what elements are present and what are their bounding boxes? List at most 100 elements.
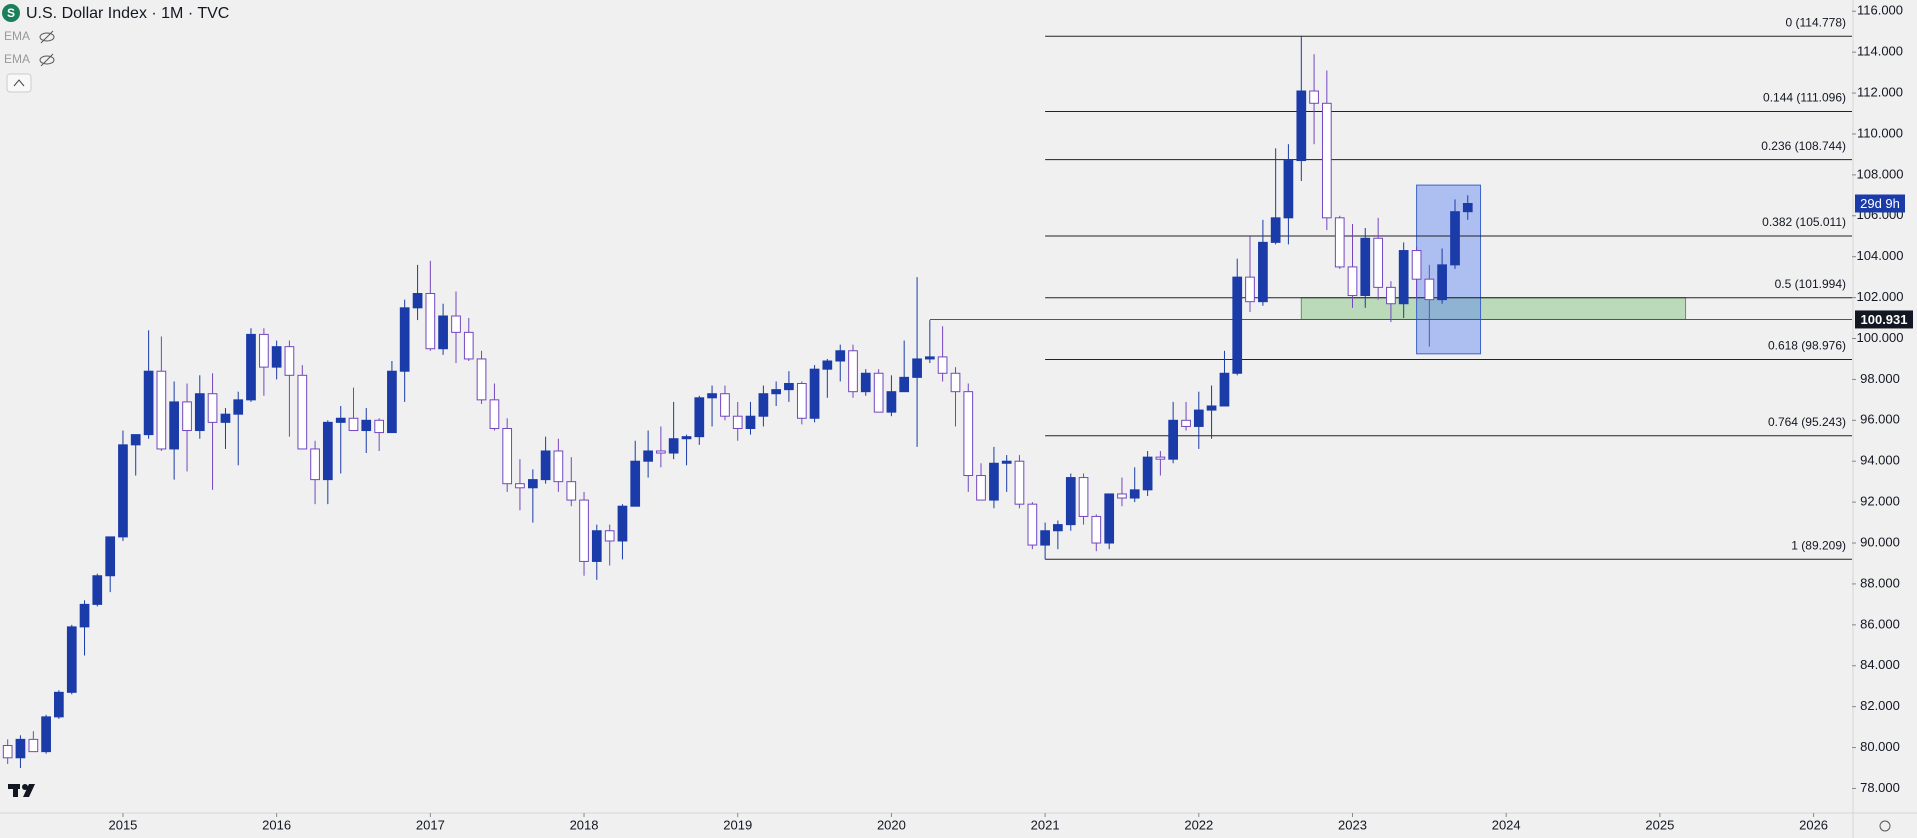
candle-body: [809, 368, 820, 419]
candle-body: [1129, 489, 1140, 499]
y-tick-label: 112.000: [1857, 84, 1903, 99]
y-tick-label: 96.000: [1860, 412, 1900, 427]
candle-body: [1001, 460, 1012, 464]
x-tick-label: 2018: [570, 817, 599, 832]
x-tick-label: 2025: [1645, 817, 1674, 832]
candle-body: [822, 360, 833, 370]
candle-body: [899, 376, 910, 393]
candle-body: [1014, 460, 1025, 505]
candle-body: [976, 475, 986, 501]
candle-body: [182, 401, 192, 432]
candle-body: [143, 370, 154, 436]
candle-body: [579, 499, 589, 562]
candle-body: [848, 350, 858, 393]
candle-body: [297, 374, 308, 450]
eye-icons[interactable]: [39, 30, 55, 67]
candle-body: [1040, 530, 1050, 546]
candle-body: [540, 450, 551, 481]
candle-body: [1437, 264, 1447, 301]
y-tick-label: 86.000: [1860, 616, 1900, 631]
candle-body: [1398, 250, 1409, 305]
candle-body: [1386, 286, 1396, 305]
candle-body: [259, 333, 269, 368]
candle-body: [1450, 211, 1460, 266]
y-tick-label: 90.000: [1860, 534, 1900, 549]
candle-body: [1245, 276, 1255, 303]
candle-body: [694, 397, 705, 438]
price-tag-label: 100.931: [1861, 312, 1908, 327]
candle-body: [412, 292, 423, 309]
candle-body: [630, 460, 641, 507]
candle-body: [54, 691, 64, 718]
candle-body: [41, 716, 51, 753]
zone: [1300, 297, 1687, 320]
y-tick-label: 98.000: [1860, 371, 1900, 386]
y-tick-label: 108.000: [1857, 166, 1904, 181]
plot: 0 (114.778) 0.144 (111.096) 0.236 (108.744…: [2, 3, 1913, 832]
candle-body: [1411, 250, 1422, 280]
candle-body: [310, 448, 320, 481]
candle-body: [66, 626, 77, 693]
candle-body: [707, 393, 717, 399]
candle-body: [912, 358, 922, 378]
x-tick-label: 2016: [262, 817, 291, 832]
candle-body: [284, 346, 295, 376]
candle-body: [451, 315, 461, 333]
candle-body: [233, 399, 244, 415]
candle-body: [1027, 503, 1038, 546]
candle-body: [207, 393, 218, 423]
candle-body: [1181, 419, 1191, 427]
collapse-arrow: [13, 79, 25, 87]
countdown-label: 29d 9h: [1860, 196, 1900, 211]
candle-body: [963, 391, 974, 477]
candle-body: [617, 505, 628, 542]
candle-body: [463, 331, 474, 360]
price-tag: [1855, 310, 1913, 329]
y-tick-label: 92.000: [1860, 494, 1900, 509]
candle-body: [348, 417, 359, 432]
candle-body: [246, 333, 256, 401]
x-tick-label: 2015: [108, 817, 137, 832]
candle-body: [1309, 90, 1319, 104]
fib-label: 1 (89.209): [1791, 538, 1846, 552]
candle-body: [1078, 477, 1089, 517]
candle-body: [515, 483, 525, 489]
x-tick-label: 2026: [1799, 817, 1828, 832]
candle-body: [1206, 405, 1217, 411]
indicator-label[interactable]: EMA: [4, 29, 30, 43]
zone: [1416, 184, 1482, 355]
x-tick-label: 2022: [1184, 817, 1213, 832]
fib-label: 0 (114.778): [1786, 15, 1847, 29]
candle-body: [924, 356, 935, 360]
y-tick-label: 102.000: [1857, 289, 1904, 304]
countdown-tag: [1855, 194, 1905, 213]
candle-body: [668, 438, 679, 454]
candle-body: [1142, 456, 1153, 491]
candle-body: [566, 481, 577, 501]
candle-body: [438, 315, 448, 350]
candle-body: [1104, 493, 1115, 544]
candle-body: [745, 415, 756, 429]
symbol-icon-letter: S: [7, 6, 15, 20]
fib-label: 0.5 (101.994): [1775, 277, 1846, 291]
candle-body: [361, 419, 372, 432]
candle-body: [1219, 372, 1230, 407]
candle-body: [886, 391, 897, 413]
x-tick-label: 2023: [1338, 817, 1367, 832]
candle-body: [194, 393, 205, 432]
candle-body: [1193, 409, 1204, 427]
candle-body: [15, 738, 26, 759]
indicator-label[interactable]: EMA: [4, 52, 30, 66]
settings-icon[interactable]: [1879, 820, 1891, 832]
collapse-button[interactable]: [6, 73, 32, 93]
candle-body: [784, 382, 794, 391]
fib-label: 0.618 (98.976): [1768, 339, 1846, 353]
x-tick-label: 2021: [1031, 817, 1060, 832]
symbol-icon: [2, 4, 20, 22]
fib-label: 0.144 (111.096): [1763, 91, 1846, 105]
candle-body: [1424, 278, 1435, 301]
fib-label: 0.236 (108.744): [1761, 139, 1846, 153]
y-tick-label: 82.000: [1860, 698, 1900, 713]
